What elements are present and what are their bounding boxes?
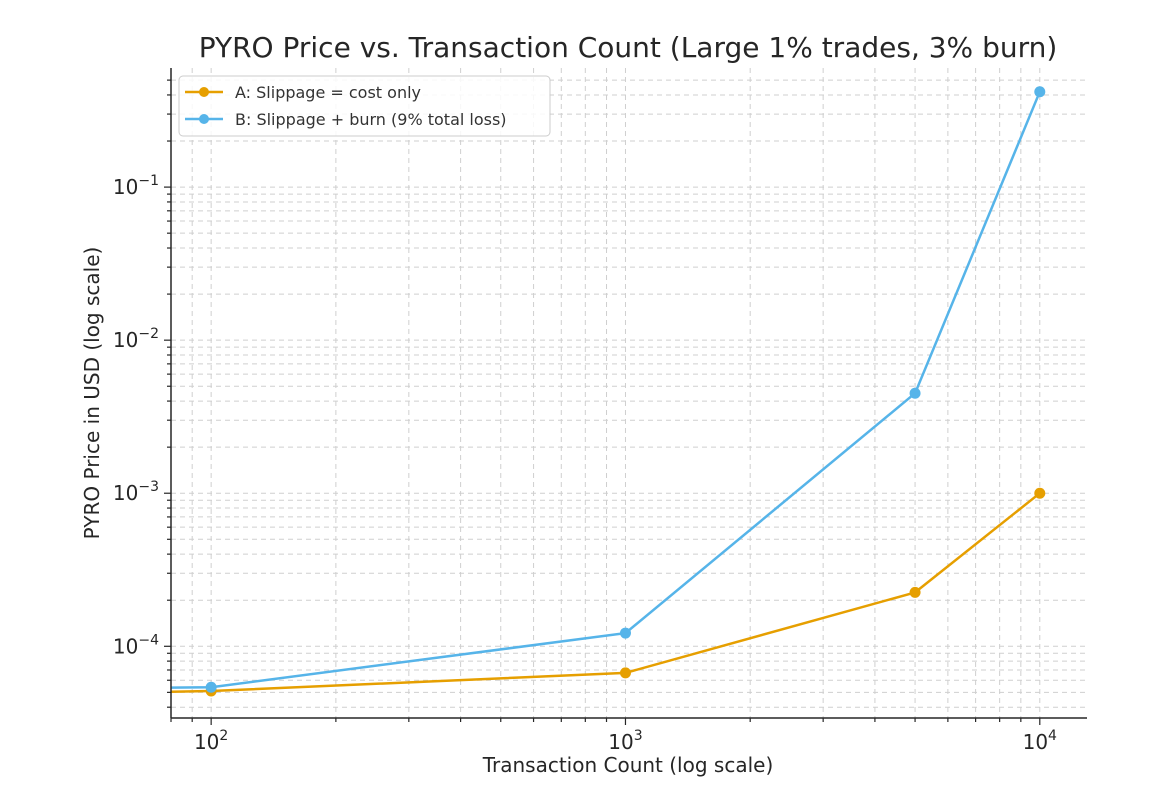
y-axis-label: PYRO Price in USD (log scale) [80, 247, 104, 540]
series-a-point [619, 667, 631, 679]
x-tick-label: 104 [1023, 728, 1057, 754]
y-tick-label: 10−1 [113, 173, 159, 199]
tick-layer: 102 103 104 10−4 10−3 10−2 10−1 [113, 79, 1057, 754]
series-b-point [909, 387, 921, 399]
series-b-point [1034, 86, 1046, 98]
chart-title: PYRO Price vs. Transaction Count (Large … [199, 31, 1058, 64]
series-b-point [619, 627, 631, 639]
y-tick-label: 10−3 [113, 479, 159, 505]
legend-label-a: A: Slippage = cost only [235, 83, 421, 102]
series-layer [170, 86, 1046, 697]
series-a-point [1034, 487, 1046, 499]
series-a-point [909, 586, 921, 598]
series-b-point [205, 681, 217, 693]
legend-box [178, 75, 551, 137]
y-tick-label: 10−2 [113, 326, 159, 352]
x-tick-label: 102 [194, 728, 228, 754]
x-axis-label: Transaction Count (log scale) [482, 753, 774, 777]
grid-layer [170, 68, 1087, 718]
legend-marker-a [199, 87, 209, 97]
legend-marker-b [199, 114, 209, 124]
x-tick-label: 103 [608, 728, 642, 754]
legend: A: Slippage = cost only B: Slippage + bu… [178, 75, 551, 137]
y-tick-label: 10−4 [113, 632, 159, 658]
legend-label-b: B: Slippage + burn (9% total loss) [235, 110, 507, 129]
